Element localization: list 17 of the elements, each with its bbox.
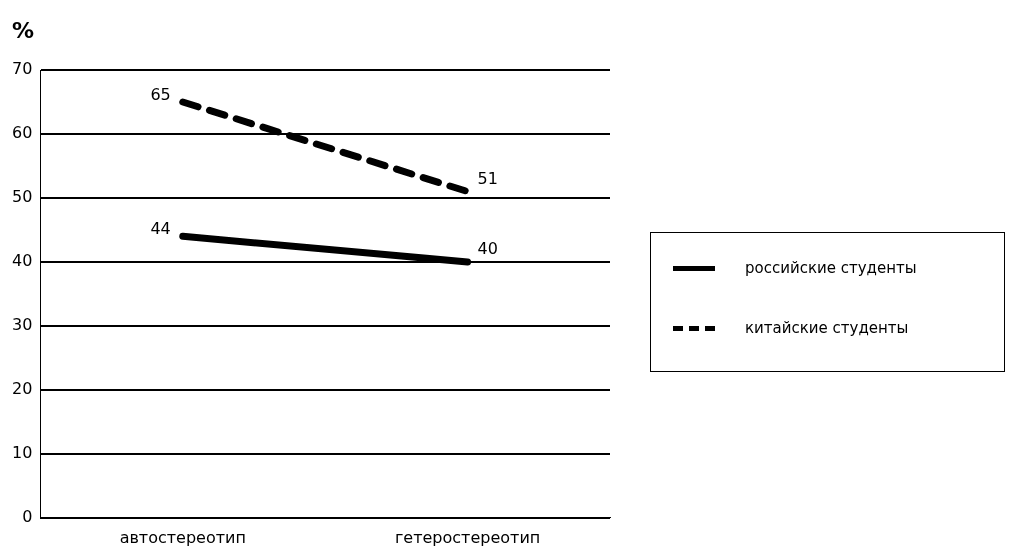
y-tick-label: 10 xyxy=(12,442,33,462)
y-tick-label: 50 xyxy=(12,187,33,207)
y-tick-label: 30 xyxy=(12,315,33,335)
x-tick-label: автостереотип xyxy=(119,527,246,547)
y-axis-title: % xyxy=(12,18,35,43)
legend-label: российские студенты xyxy=(745,259,917,277)
y-tick-label: 70 xyxy=(12,59,33,79)
y-tick-label: 0 xyxy=(22,506,33,526)
legend-label: китайские студенты xyxy=(745,319,909,337)
data-label: 51 xyxy=(477,168,498,188)
y-tick-label: 20 xyxy=(12,379,33,399)
data-label: 44 xyxy=(150,219,171,239)
y-tick-label: 40 xyxy=(12,251,33,271)
data-label: 65 xyxy=(150,85,171,105)
y-tick-label: 60 xyxy=(12,123,33,143)
data-label: 40 xyxy=(477,239,498,259)
x-tick-label: гетеростереотип xyxy=(394,527,541,547)
